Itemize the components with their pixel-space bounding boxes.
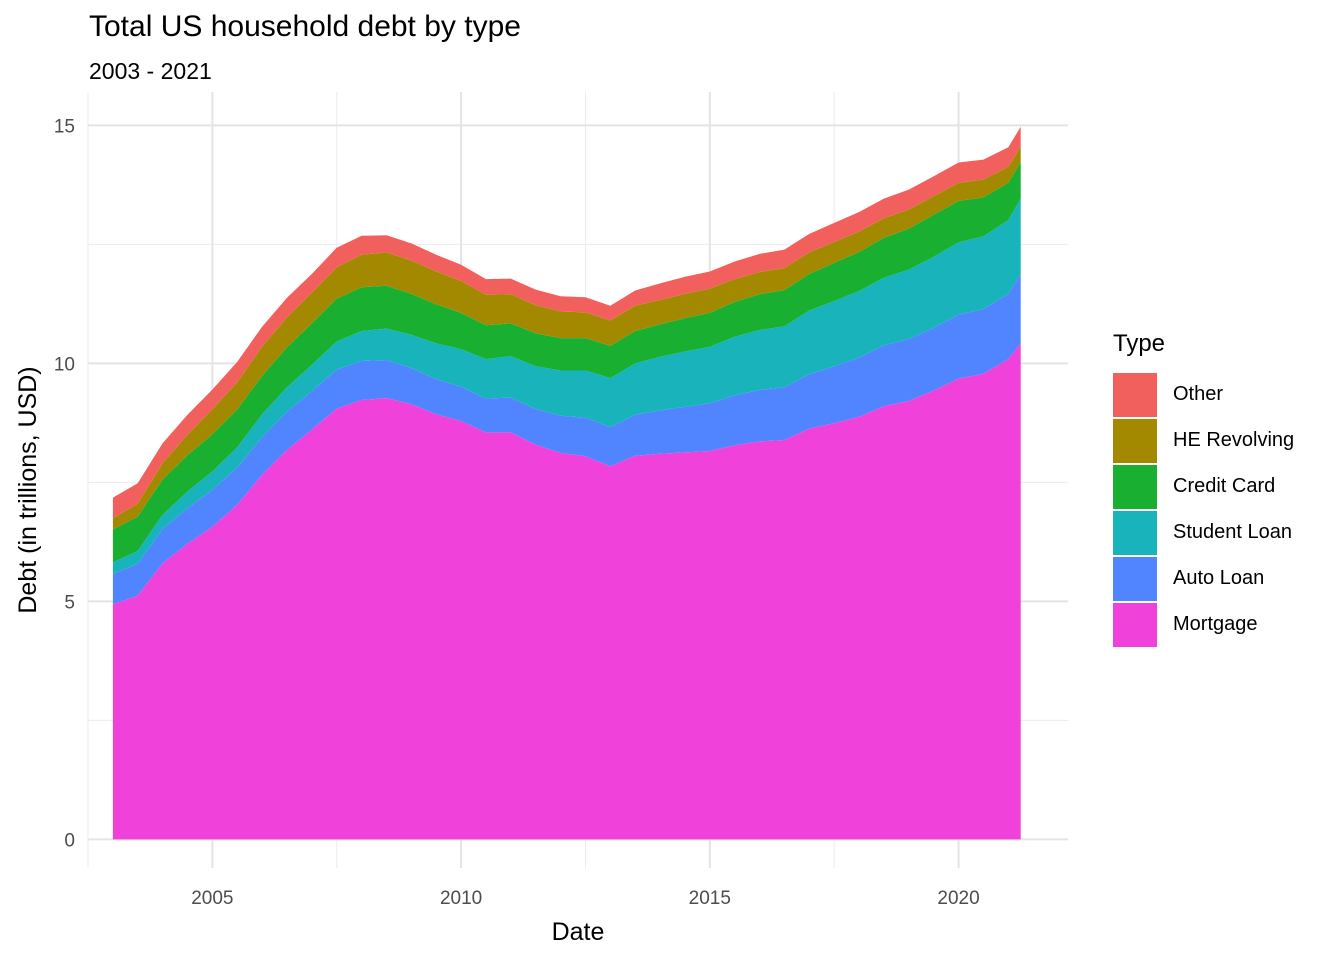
y-tick-label: 10: [54, 354, 75, 375]
y-tick-label: 0: [64, 830, 75, 851]
y-tick-label: 5: [64, 592, 75, 613]
legend-label: Student Loan: [1173, 521, 1292, 543]
legend-title: Type: [1113, 330, 1166, 357]
area-auto-loan: [112, 273, 1021, 605]
legend-label: Mortgage: [1173, 613, 1258, 635]
area-mortgage: [112, 343, 1021, 840]
x-tick-label: 2020: [937, 888, 979, 909]
y-tick-label: 15: [54, 116, 75, 137]
legend-swatch: [1113, 557, 1157, 601]
chart-title: Total US household debt by type: [89, 10, 521, 43]
legend-swatch: [1113, 419, 1157, 463]
x-axis-title: Date: [552, 918, 605, 946]
x-tick-label: 2015: [689, 888, 731, 909]
area-credit-card: [112, 162, 1021, 563]
y-axis-title: Debt (in trillions, USD): [14, 366, 42, 613]
legend-label: HE Revolving: [1173, 429, 1295, 451]
legend-swatch: [1113, 465, 1157, 509]
stacked-areas: [112, 126, 1021, 840]
chart-subtitle: 2003 - 2021: [89, 58, 212, 84]
legend-swatch: [1113, 603, 1157, 647]
legend-label: Auto Loan: [1173, 567, 1265, 589]
area-student-loan: [112, 198, 1021, 574]
legend-label: Other: [1173, 383, 1224, 405]
legend-label: Credit Card: [1173, 475, 1276, 497]
area-he-revolving: [112, 146, 1021, 530]
tick-labels: 2005 2010 2015 2020 0 5 10 15: [54, 116, 980, 909]
legend-swatch: [1113, 373, 1157, 417]
x-tick-label: 2005: [191, 888, 233, 909]
legend-swatch: [1113, 511, 1157, 555]
x-tick-label: 2010: [440, 888, 482, 909]
